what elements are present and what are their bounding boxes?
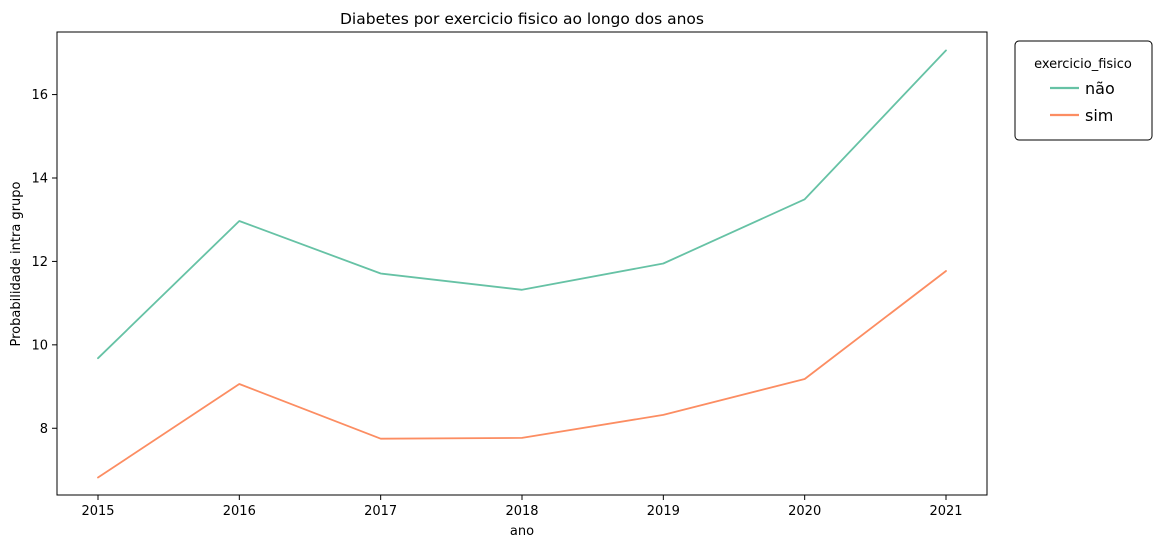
legend-label: não — [1085, 79, 1115, 98]
x-axis-label: ano — [510, 524, 534, 539]
x-tick-label: 2019 — [647, 504, 680, 519]
y-tick-label: 10 — [31, 338, 48, 353]
legend: exercicio_fisico não sim — [1014, 40, 1153, 141]
y-tick-label: 16 — [31, 88, 48, 103]
legend-frame — [1014, 40, 1153, 141]
x-tick-label: 2018 — [505, 504, 538, 519]
series-line-sim — [97, 270, 947, 479]
y-tick-label: 14 — [31, 171, 48, 186]
x-tick-label: 2021 — [929, 504, 962, 519]
x-tick-label: 2020 — [788, 504, 821, 519]
x-tick-label: 2016 — [223, 504, 256, 519]
y-tick-label: 12 — [31, 255, 48, 270]
plot-area: 2015 2016 2017 2018 2019 2020 2021 8 10 12 14 16 — [31, 31, 988, 519]
y-axis-label: Probabilidade intra grupo — [9, 181, 24, 346]
x-tick-label: 2015 — [81, 504, 114, 519]
legend-title: exercicio_fisico — [1034, 57, 1132, 72]
legend-label: sim — [1085, 106, 1113, 125]
series-line-não — [97, 49, 947, 360]
y-tick-label: 8 — [40, 422, 48, 437]
chart-title: Diabetes por exercicio fisico ao longo d… — [340, 10, 704, 28]
x-tick-label: 2017 — [364, 504, 397, 519]
